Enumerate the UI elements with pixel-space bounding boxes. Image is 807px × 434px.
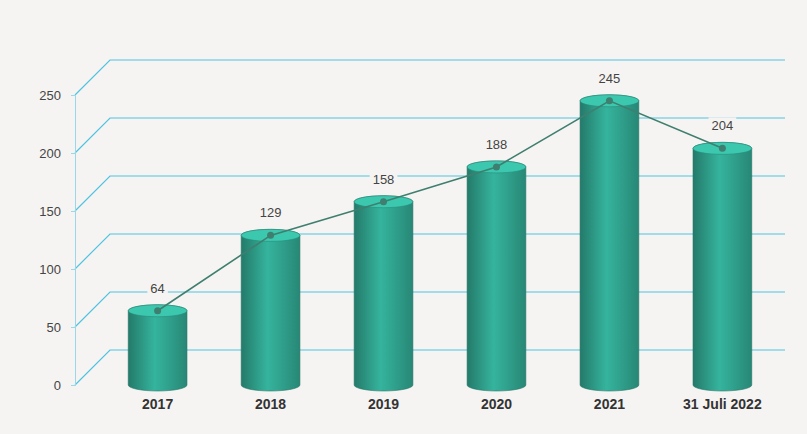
data-label-bg <box>709 117 737 134</box>
chart: 0 50 100 150 200 250 2017 2018 2019 2020 2021 31 Ju… <box>0 0 807 434</box>
data-label-bg <box>483 136 511 153</box>
y-tick: 200 <box>39 146 75 161</box>
data-label-group: 188 <box>483 136 511 153</box>
x-tick: 2021 <box>594 396 625 412</box>
x-tick: 2017 <box>142 396 173 412</box>
line-marker <box>493 163 500 170</box>
x-tick: 31 Juli 2022 <box>683 396 762 412</box>
y-tick-mark <box>71 269 75 270</box>
line-marker <box>380 198 387 205</box>
line-marker <box>719 145 726 152</box>
grid-line <box>75 176 785 211</box>
y-tick-label: 0 <box>54 378 61 393</box>
bar-cap <box>580 95 639 107</box>
y-tick-label: 150 <box>39 204 61 219</box>
grid-line <box>75 118 785 153</box>
data-label-bg <box>596 70 624 87</box>
x-axis: 2017 2018 2019 2020 2021 31 Juli 2022 <box>142 396 762 412</box>
x-tick-label: 2017 <box>142 396 173 412</box>
y-tick: 150 <box>39 204 75 219</box>
data-label-group: 245 <box>596 70 624 87</box>
line-marker <box>154 307 161 314</box>
y-tick-mark <box>71 153 75 154</box>
x-tick: 2019 <box>368 396 399 412</box>
x-tick: 2018 <box>255 396 286 412</box>
x-tick: 2020 <box>481 396 512 412</box>
bar <box>128 305 187 391</box>
y-axis: 0 50 100 150 200 250 <box>39 88 75 393</box>
bar-cap <box>241 229 300 241</box>
y-tick-mark <box>71 95 75 96</box>
line-marker <box>606 97 613 104</box>
grid-line <box>75 234 785 269</box>
data-label-group: 204 <box>709 117 737 134</box>
data-label-group: 158 <box>370 171 398 188</box>
y-tick-label: 200 <box>39 146 61 161</box>
y-tick-mark <box>71 385 75 386</box>
bar <box>693 142 752 391</box>
bar-cap <box>354 196 413 208</box>
data-label: 204 <box>712 118 734 133</box>
y-tick: 0 <box>54 378 75 393</box>
data-label-group: 129 <box>257 204 285 221</box>
bar <box>580 95 639 391</box>
bar <box>241 229 300 391</box>
data-label-bg <box>370 171 398 188</box>
x-tick-label: 2019 <box>368 396 399 412</box>
x-tick-label: 2020 <box>481 396 512 412</box>
y-tick-mark <box>71 327 75 328</box>
data-label: 158 <box>373 172 395 187</box>
bar <box>354 196 413 391</box>
background <box>0 0 807 434</box>
x-tick-label: 2021 <box>594 396 625 412</box>
x-tick-label: 2018 <box>255 396 286 412</box>
y-tick-label: 250 <box>39 88 61 103</box>
plot-area <box>128 95 752 391</box>
line <box>158 101 723 311</box>
data-label-bg <box>257 204 285 221</box>
data-label: 245 <box>599 71 621 86</box>
data-label: 188 <box>486 137 508 152</box>
y-tick-label: 50 <box>47 320 61 335</box>
data-label: 64 <box>150 281 164 296</box>
y-tick-label: 100 <box>39 262 61 277</box>
data-labels: 64 129 158 188 245 204 <box>147 70 736 297</box>
y-tick: 250 <box>39 88 75 103</box>
y-tick-mark <box>71 211 75 212</box>
data-label: 129 <box>260 205 282 220</box>
bar-cap <box>693 142 752 154</box>
y-axis-line <box>71 96 76 386</box>
grid-line <box>75 60 785 95</box>
x-tick-label: 31 Juli 2022 <box>683 396 762 412</box>
data-label-bg <box>147 280 167 297</box>
bar-cap <box>467 161 526 173</box>
bar <box>467 161 526 391</box>
data-label-group: 64 <box>147 280 167 297</box>
line-marker <box>267 232 274 239</box>
y-tick: 100 <box>39 262 75 277</box>
bar-cap <box>128 305 187 317</box>
y-tick: 50 <box>47 320 75 335</box>
